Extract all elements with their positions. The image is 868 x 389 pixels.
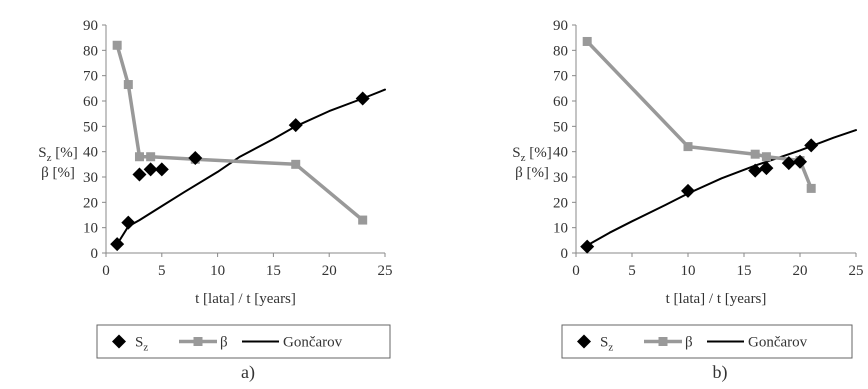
x-tick-label: 10 bbox=[210, 263, 225, 279]
y-tick-label: 60 bbox=[83, 94, 98, 110]
beta-data-point bbox=[358, 215, 368, 225]
y-tick-label: 0 bbox=[561, 246, 569, 262]
y-tick-label: 40 bbox=[553, 145, 568, 161]
sz-data-point bbox=[804, 138, 819, 153]
x-tick-label: 5 bbox=[628, 263, 636, 279]
sz-data-point bbox=[580, 239, 595, 254]
sz-data-point bbox=[288, 118, 303, 133]
chart-panel-a: 0 10 20 30 40 50 60 70 80 90 0 5 10 15 20 25 t [lata] / … bbox=[38, 18, 392, 383]
sz-data-point bbox=[188, 151, 203, 165]
x-tick-label: 15 bbox=[266, 263, 281, 279]
x-tick-label: 5 bbox=[158, 263, 166, 279]
y-axis-label: Sz [%] bbox=[512, 145, 551, 164]
y-axis-label: β [%] bbox=[41, 165, 75, 181]
legend-beta-label: β bbox=[685, 335, 693, 351]
y-tick-label: 40 bbox=[83, 145, 98, 161]
legend-beta-marker bbox=[658, 337, 668, 346]
sz-data-point bbox=[132, 167, 147, 182]
y-tick-label: 70 bbox=[83, 69, 98, 85]
sz-data-point bbox=[793, 154, 807, 169]
y-axis-label: Sz [%] bbox=[38, 145, 77, 164]
sz-data-point bbox=[781, 156, 796, 171]
y-tick-label: 20 bbox=[553, 195, 568, 211]
beta-data-point bbox=[750, 149, 760, 159]
beta-data-point bbox=[806, 183, 816, 193]
y-tick-label: 60 bbox=[553, 94, 568, 110]
beta-data-point bbox=[146, 152, 156, 162]
y-tick-label: 70 bbox=[553, 69, 568, 85]
sz-data-point bbox=[121, 215, 136, 230]
beta-data-point bbox=[123, 80, 133, 90]
y-tick-label: 10 bbox=[83, 221, 98, 237]
y-tick-label: 0 bbox=[91, 246, 99, 262]
chart-panel-b: 0 10 20 30 40 50 60 70 80 90 0 5 10 15 20 25 t [lata] / … bbox=[512, 18, 863, 383]
y-tick-label: 30 bbox=[83, 170, 98, 186]
x-tick-label: 0 bbox=[102, 263, 110, 279]
legend-sz-marker bbox=[112, 334, 126, 349]
y-tick-label: 90 bbox=[553, 18, 568, 34]
beta-data-point bbox=[582, 36, 592, 46]
legend-beta-label: β bbox=[220, 335, 228, 351]
x-tick-label: 0 bbox=[572, 263, 580, 279]
series-line-beta bbox=[115, 43, 365, 222]
beta-data-point bbox=[112, 40, 122, 50]
legend-beta-marker bbox=[193, 337, 203, 346]
sz-data-point bbox=[759, 161, 774, 176]
sz-data-point bbox=[355, 91, 370, 106]
legend: Sz β Gončarov bbox=[561, 324, 853, 359]
y-tick-label: 80 bbox=[83, 43, 98, 59]
x-axis-label: t [lata] / t [years] bbox=[195, 291, 296, 307]
y-axis-label: β [%] bbox=[515, 165, 549, 181]
y-tick-label: 80 bbox=[553, 43, 568, 59]
sz-data-point bbox=[154, 162, 169, 177]
legend-sz-label: Sz bbox=[600, 335, 613, 354]
series-line-gončarov bbox=[116, 88, 386, 246]
sz-data-point bbox=[681, 183, 695, 198]
x-axis-label: t [lata] / t [years] bbox=[666, 291, 767, 307]
beta-data-point bbox=[134, 152, 144, 162]
x-tick-label: 20 bbox=[793, 263, 808, 279]
x-tick-label: 25 bbox=[378, 263, 393, 279]
sz-data-point bbox=[748, 163, 763, 178]
legend-sz-marker bbox=[577, 334, 591, 349]
panel-caption: a) bbox=[241, 362, 255, 383]
x-tick-label: 10 bbox=[681, 263, 696, 279]
y-tick-label: 50 bbox=[553, 119, 568, 135]
legend-goncarov-label: Gončarov bbox=[283, 335, 343, 351]
sz-data-point bbox=[110, 237, 125, 252]
x-tick-label: 15 bbox=[737, 263, 752, 279]
y-tick-label: 50 bbox=[83, 119, 98, 135]
beta-data-point bbox=[683, 142, 693, 152]
sz-data-point bbox=[143, 162, 158, 177]
legend: Sz β Gončarov bbox=[96, 324, 391, 359]
legend-goncarov-label: Gončarov bbox=[748, 335, 808, 351]
beta-data-point bbox=[761, 152, 771, 162]
series-line-beta bbox=[585, 39, 813, 191]
y-tick-label: 20 bbox=[83, 195, 98, 211]
x-tick-label: 20 bbox=[322, 263, 337, 279]
x-tick-label: 25 bbox=[849, 263, 864, 279]
panel-caption: b) bbox=[713, 362, 728, 383]
beta-data-point bbox=[291, 159, 301, 169]
y-tick-label: 90 bbox=[83, 18, 98, 34]
y-tick-label: 10 bbox=[553, 221, 568, 237]
legend-sz-label: Sz bbox=[135, 335, 148, 354]
y-tick-label: 30 bbox=[553, 170, 568, 186]
